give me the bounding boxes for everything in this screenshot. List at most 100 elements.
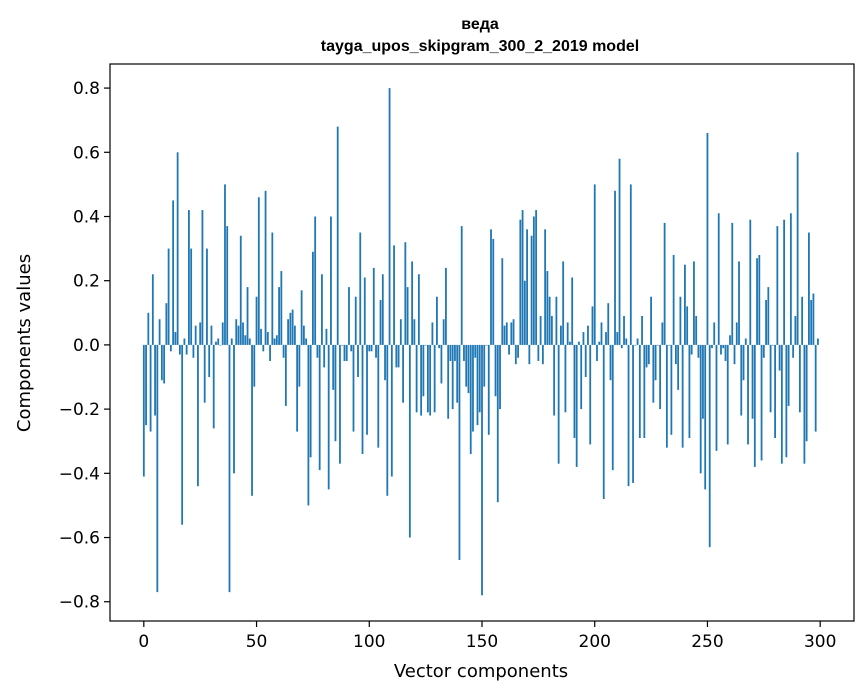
bar-58 <box>273 338 276 345</box>
bar-154 <box>490 229 492 345</box>
bar-0 <box>142 344 145 477</box>
bar-8 <box>160 344 163 381</box>
y-tick-label: 0.4 <box>73 207 100 227</box>
bar-131 <box>438 344 441 349</box>
bar-205 <box>605 332 607 345</box>
bar-119 <box>411 261 414 345</box>
bar-108 <box>386 344 389 496</box>
bar-15 <box>176 152 179 345</box>
bar-221 <box>641 316 643 345</box>
bar-84 <box>332 344 335 390</box>
bar-128 <box>431 322 434 345</box>
bar-63 <box>284 344 287 406</box>
bar-94 <box>354 296 357 345</box>
bar-292 <box>801 296 804 345</box>
y-axis-ticks: 0.8 0.6 0.4 0.2 0.0 −0.2 −0.4 −0.6 −0.8 <box>59 79 110 613</box>
bar-243 <box>690 344 693 355</box>
bar-20 <box>188 210 190 345</box>
bar-90 <box>345 344 348 361</box>
bar-155 <box>492 238 495 345</box>
bar-38 <box>228 344 231 593</box>
bar-86 <box>336 126 339 345</box>
bar-198 <box>589 344 592 445</box>
bar-233 <box>668 344 671 346</box>
bar-137 <box>451 344 454 410</box>
bar-136 <box>449 344 452 361</box>
y-tick-label: −0.8 <box>59 593 100 613</box>
x-axis-ticks: 0 50 100 150 200 250 300 <box>138 621 836 652</box>
bar-294 <box>805 344 808 442</box>
bar-204 <box>602 344 605 500</box>
bar-207 <box>609 344 612 381</box>
bar-30 <box>210 325 213 345</box>
bar-296 <box>810 299 813 345</box>
bar-251 <box>708 344 711 548</box>
x-tick-label: 300 <box>804 632 836 652</box>
bar-246 <box>697 344 700 358</box>
bar-117 <box>406 287 409 345</box>
bar-255 <box>717 213 720 345</box>
bar-257 <box>722 344 725 349</box>
bar-239 <box>681 344 684 448</box>
bar-76 <box>314 216 317 345</box>
bar-250 <box>706 133 709 345</box>
bar-83 <box>330 216 332 345</box>
bar-208 <box>611 344 614 471</box>
bar-125 <box>424 344 427 346</box>
bar-202 <box>598 341 601 345</box>
bar-210 <box>616 332 619 345</box>
bar-25 <box>199 322 202 345</box>
bar-278 <box>769 344 772 413</box>
bar-242 <box>688 344 691 439</box>
bar-182 <box>553 344 556 416</box>
bar-235 <box>672 255 675 345</box>
bar-226 <box>652 344 655 403</box>
bar-124 <box>422 344 425 397</box>
bar-142 <box>463 344 465 361</box>
bar-106 <box>381 274 384 345</box>
bar-187 <box>564 344 567 413</box>
bar-185 <box>560 325 562 345</box>
bar-135 <box>447 344 450 419</box>
bar-199 <box>591 306 594 345</box>
x-tick-label: 0 <box>138 632 149 652</box>
bar-193 <box>578 341 580 345</box>
bar-16 <box>178 344 181 355</box>
bar-111 <box>393 245 395 345</box>
y-axis-label: Components values <box>14 254 35 432</box>
bar-214 <box>625 338 628 345</box>
bar-209 <box>614 190 616 345</box>
bar-276 <box>765 299 767 345</box>
bar-32 <box>215 341 217 345</box>
bar-161 <box>505 322 508 345</box>
bar-236 <box>674 344 677 365</box>
bar-29 <box>208 344 211 378</box>
y-tick-label: 0.8 <box>73 79 100 99</box>
bar-series <box>142 88 819 596</box>
bar-192 <box>575 344 578 467</box>
bar-71 <box>302 325 305 345</box>
bar-127 <box>429 344 432 416</box>
bar-256 <box>720 344 722 355</box>
bar-238 <box>679 296 682 345</box>
bar-57 <box>271 232 274 345</box>
bar-69 <box>298 344 301 387</box>
bar-272 <box>756 258 758 345</box>
bar-158 <box>499 344 501 410</box>
bar-56 <box>269 344 271 361</box>
bar-231 <box>663 222 666 345</box>
bar-65 <box>289 312 292 345</box>
bar-104 <box>377 344 380 448</box>
bar-260 <box>729 335 731 345</box>
bar-264 <box>738 261 740 345</box>
x-tick-label: 50 <box>246 632 268 652</box>
bar-134 <box>445 267 447 345</box>
bar-165 <box>514 344 517 365</box>
bar-53 <box>262 344 265 352</box>
bar-110 <box>390 344 393 477</box>
bar-268 <box>747 344 749 445</box>
bar-60 <box>278 287 280 345</box>
bar-33 <box>217 338 220 345</box>
bar-179 <box>546 271 549 345</box>
bar-265 <box>740 344 743 416</box>
